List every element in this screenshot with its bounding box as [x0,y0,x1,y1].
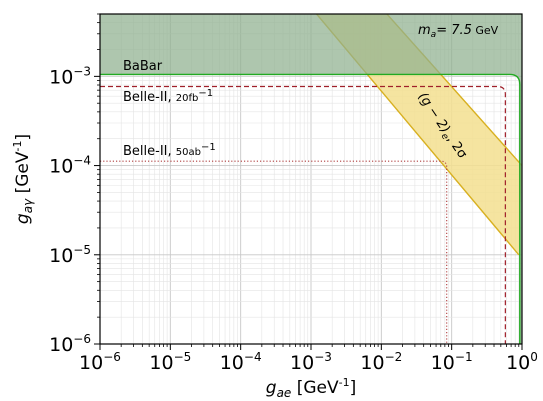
y-tick-label: 10−3 [49,64,91,88]
belle2-50ab-label: Belle-II, 50ab−1 [123,142,216,159]
y-tick-label: 10−6 [49,332,91,356]
y-tick-label: 10−5 [49,243,91,267]
babar-label: BaBar [123,59,163,74]
belle2-20fb-label: Belle-II, 20fb−1 [123,88,213,105]
x-tick-label: 10−5 [149,350,191,374]
data-regions [100,14,522,344]
x-tick-label: 10−1 [431,350,473,374]
x-tick-label: 10−3 [290,350,332,374]
mass-annotation: ma= 7.5 GeV [418,23,499,40]
belle2-20fb-curve [100,85,506,344]
babar-limit-curve [100,73,521,344]
x-tick-label: 10−6 [79,350,121,374]
ticks: 10−6 10−5 10−4 10−3 10−2 10−1 100 10−6 10−5 10−4 1… [49,13,538,374]
x-tick-label: 10−4 [220,350,262,374]
x-tick-label: 100 [506,350,538,374]
y-axis-label: gaγ [GeV-1] [11,134,35,224]
x-tick-label: 10−2 [360,350,402,374]
y-tick-label: 10−4 [49,154,91,178]
babar-excluded-region [100,14,522,344]
x-axis-label: gae [GeV-1] [266,376,356,400]
